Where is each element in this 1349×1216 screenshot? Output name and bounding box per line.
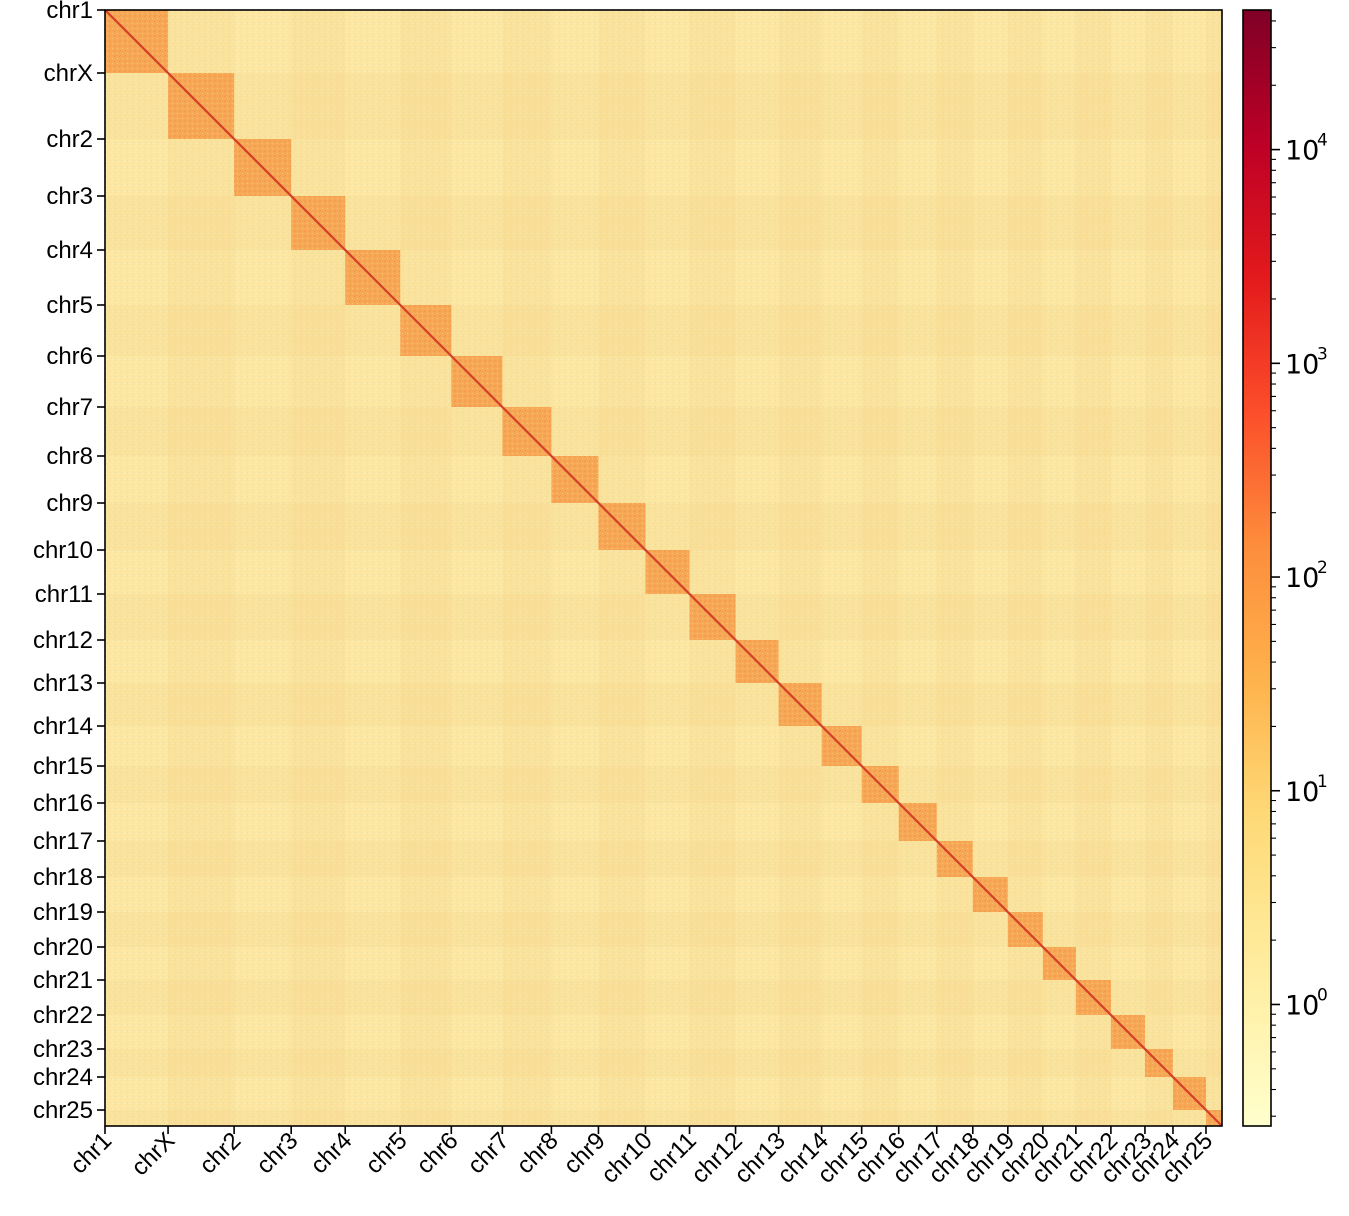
x-tick-label-chr3: chr3 (251, 1127, 303, 1179)
row-stripe (105, 305, 1222, 356)
column-stripe (1007, 10, 1043, 1126)
y-tick-label-chr24: chr24 (33, 1064, 93, 1091)
y-tick-label-chr7: chr7 (46, 394, 93, 421)
y-tick-label-chr20: chr20 (33, 934, 93, 961)
y-tick-label-chr22: chr22 (33, 1002, 93, 1029)
colorbar-minor-ticks (1271, 20, 1276, 1117)
x-tick-label-chr10: chr10 (596, 1127, 658, 1189)
colorbar-tick-exponent-10: 1 (1317, 772, 1328, 792)
y-tick-label-chr21: chr21 (33, 967, 93, 994)
x-tick-label-chr4: chr4 (305, 1127, 357, 1179)
y-axis: chr1 chrX chr2 chr3 chr4 chr5 chr6 chr7 chr8 chr9… (33, 0, 105, 1124)
plot-frame (104, 9, 1223, 1127)
colorbar-tick-label-1: 10 (1285, 990, 1319, 1021)
x-tick-label-chr7: chr7 (462, 1127, 514, 1179)
row-stripe (105, 1049, 1222, 1077)
column-stripe (291, 10, 346, 1126)
row-stripe (105, 980, 1222, 1015)
y-tick-label-chr6: chr6 (46, 343, 93, 370)
column-stripe (861, 10, 899, 1126)
heatmap-plot-area (105, 10, 1222, 1126)
x-tick-label-chr1: chr1 (65, 1127, 117, 1179)
row-stripe (105, 1110, 1222, 1126)
column-stripe (598, 10, 646, 1126)
row-stripe (105, 766, 1222, 803)
y-tick-label-chr4: chr4 (46, 237, 93, 264)
column-stripe (1205, 10, 1222, 1126)
y-tick-label-chr11: chr11 (35, 581, 93, 608)
colorbar-tick-exponent-1: 0 (1317, 985, 1328, 1005)
row-stripe (105, 594, 1222, 640)
x-tick-label-chr11: chr11 (641, 1127, 701, 1187)
y-tick-label-chr12: chr12 (33, 627, 93, 654)
y-tick-label-chr18: chr18 (33, 864, 93, 891)
column-stripe (168, 10, 235, 1126)
y-tick-label-chr15: chr15 (33, 753, 93, 780)
colorbar-tick-exponent-100: 2 (1317, 558, 1328, 578)
x-tick-label-chr5: chr5 (360, 1127, 412, 1179)
y-tick-label-chr23: chr23 (33, 1036, 93, 1063)
diagonal-line (105, 10, 1222, 1126)
y-tick-label-chr9: chr9 (46, 490, 93, 517)
y-tick-label-chr5: chr5 (46, 292, 93, 319)
column-stripe (689, 10, 736, 1126)
y-tick-label-chr8: chr8 (46, 443, 93, 470)
y-tick-label-chr1: chr1 (46, 0, 93, 24)
x-tick-label-chr8: chr8 (512, 1127, 564, 1179)
column-stripe (936, 10, 973, 1126)
y-tick-label-chr10: chr10 (33, 537, 93, 564)
colorbar-tick-exponent-10000: 4 (1317, 131, 1328, 151)
y-tick-label-chr16: chr16 (33, 790, 93, 817)
column-stripe (1075, 10, 1111, 1126)
row-stripe (105, 407, 1222, 456)
row-stripe (105, 683, 1222, 726)
row-stripe (105, 912, 1222, 947)
row-stripe (105, 503, 1222, 550)
colorbar-gradient (1243, 10, 1271, 1126)
column-stripe (400, 10, 452, 1126)
colorbar-frame (1242, 9, 1272, 1127)
x-tick-label-chr6: chr6 (411, 1127, 463, 1179)
colorbar-tick-label-10000: 10 (1285, 136, 1319, 167)
y-tick-label-chrX: chrX (44, 60, 93, 87)
row-stripe (105, 196, 1222, 250)
x-axis: chr1 chrX chr2 chr3 chr4 chr5chr6chr7chr8chr9… (65, 1126, 1218, 1189)
column-stripe (1144, 10, 1173, 1126)
y-tick-label-chr17: chr17 (33, 828, 93, 855)
column-stripe (502, 10, 552, 1126)
row-stripe (105, 73, 1222, 139)
row-stripe (105, 841, 1222, 877)
colorbar-tick-label-10: 10 (1285, 777, 1319, 808)
x-tick-label-chrX: chrX (126, 1127, 180, 1181)
colorbar-tick-exponent-1000: 3 (1317, 344, 1328, 364)
x-tick-label-chr2: chr2 (194, 1127, 246, 1179)
y-tick-label-chr2: chr2 (46, 126, 93, 153)
colorbar-tick-label-100: 10 (1285, 563, 1319, 594)
colorbar-tick-label-1000: 10 (1285, 349, 1319, 380)
y-tick-label-chr3: chr3 (46, 183, 93, 210)
column-stripe (778, 10, 822, 1126)
y-tick-label-chr13: chr13 (33, 670, 93, 697)
heatmap-stripes (105, 10, 1222, 1126)
y-tick-label-chr25: chr25 (33, 1097, 93, 1124)
y-tick-label-chr14: chr14 (33, 713, 93, 740)
y-tick-label-chr19: chr19 (33, 899, 93, 926)
